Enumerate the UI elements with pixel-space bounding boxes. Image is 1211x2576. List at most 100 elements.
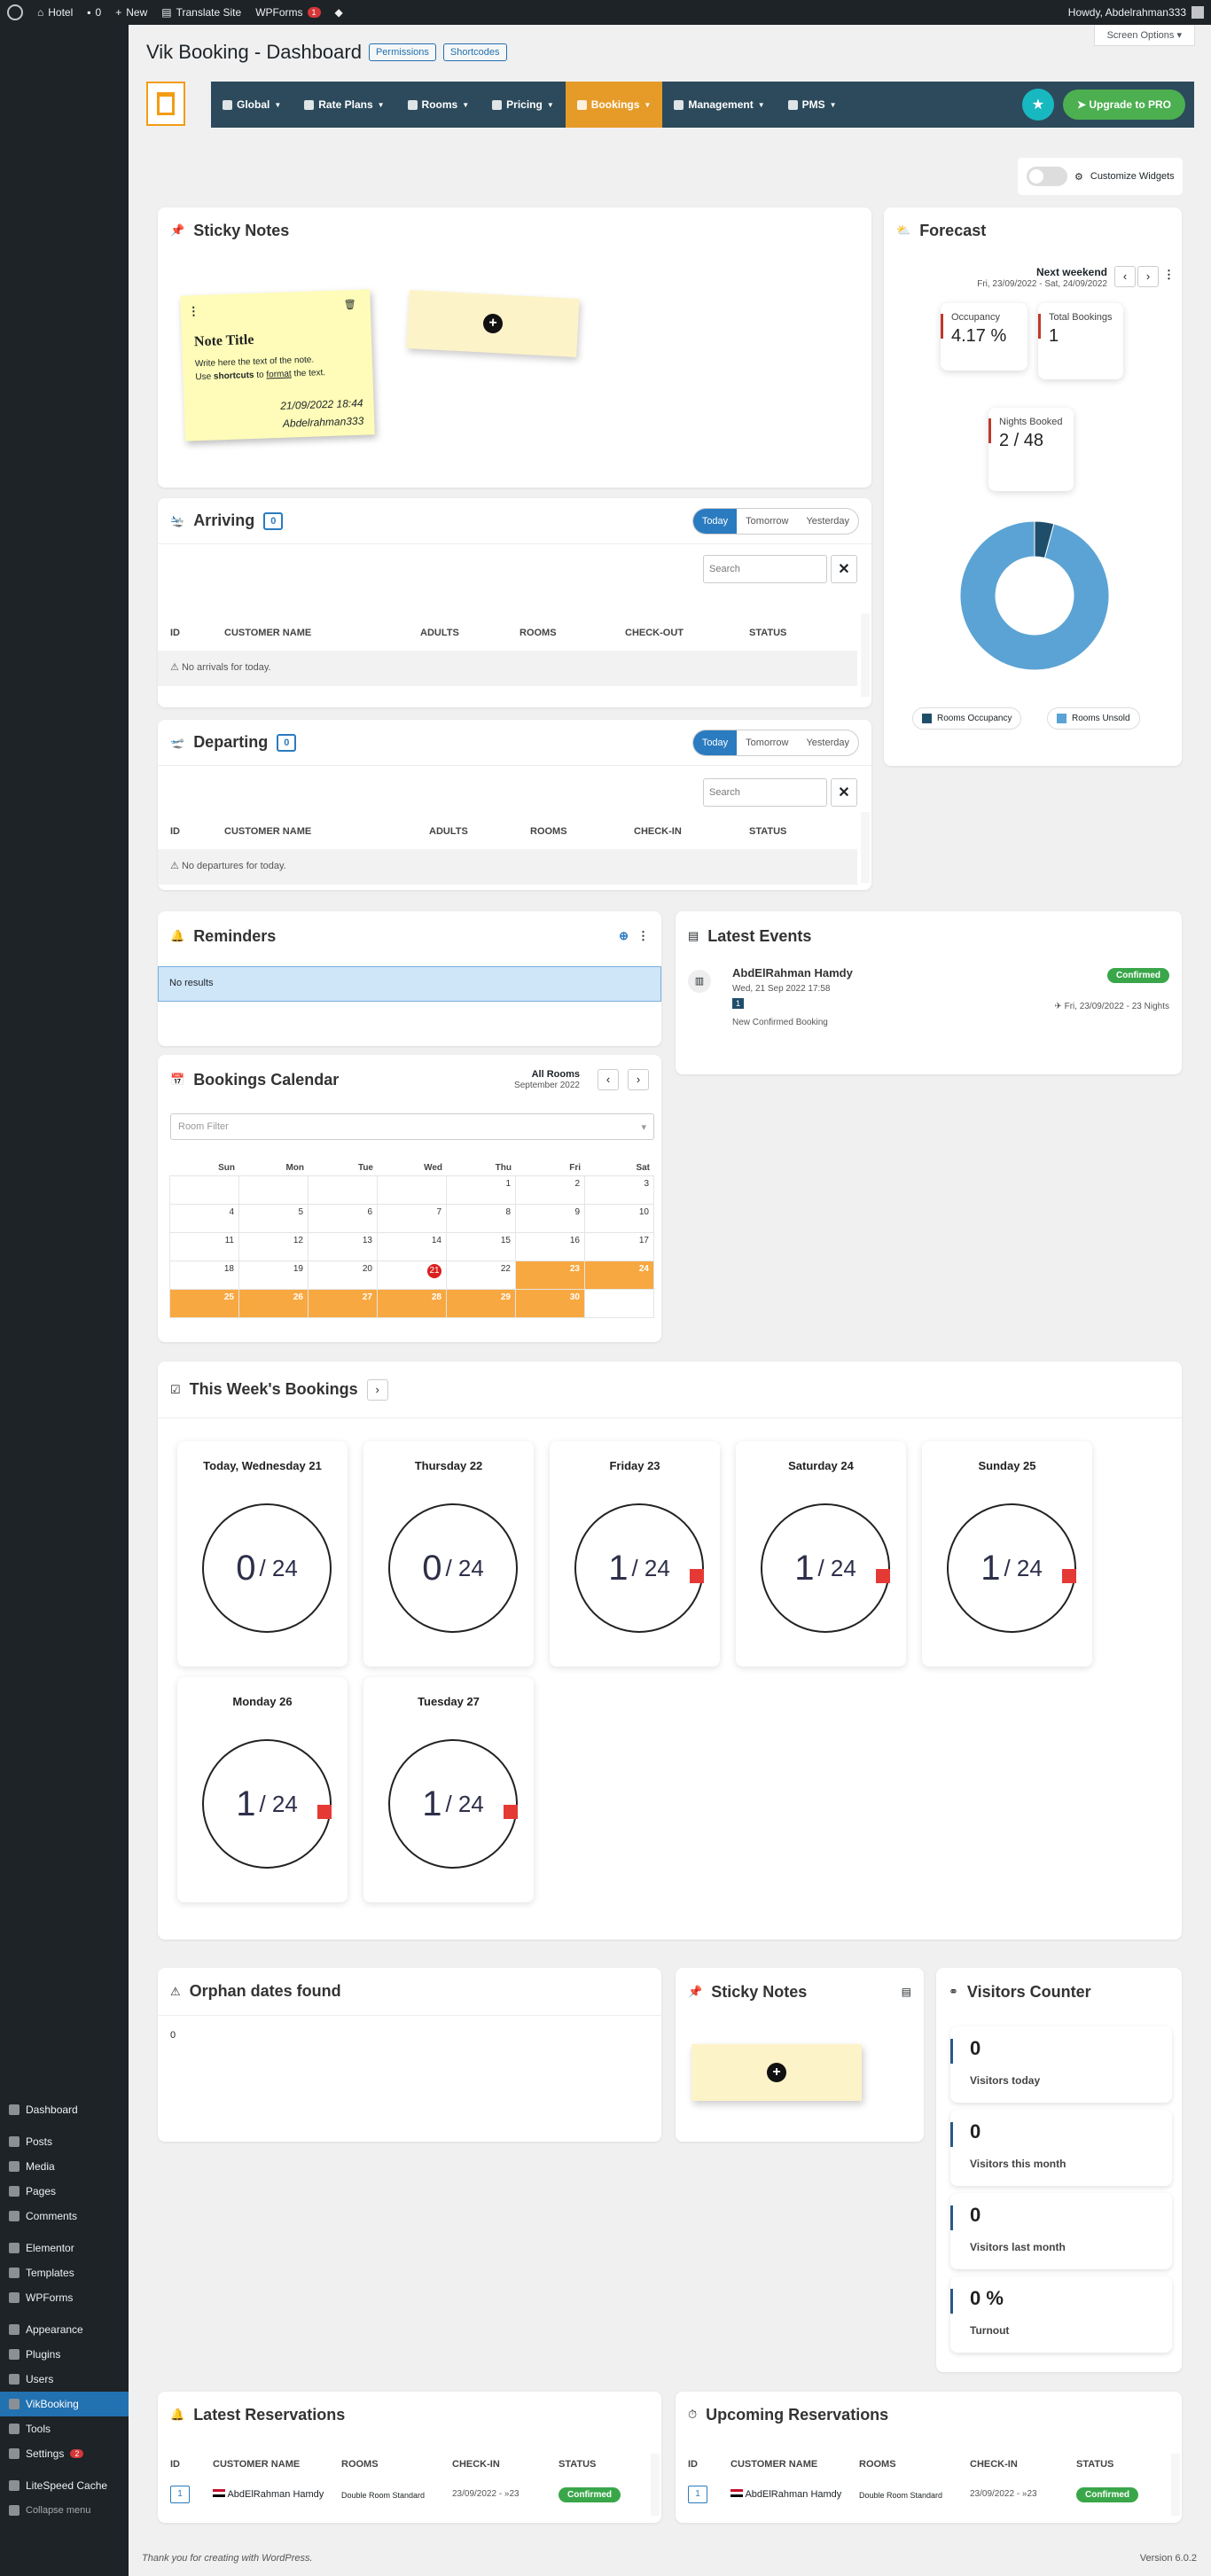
more-options-icon[interactable]: ⋮ bbox=[637, 929, 649, 942]
calendar-day[interactable]: 22 bbox=[446, 1261, 516, 1290]
calendar-day[interactable]: 16 bbox=[515, 1232, 585, 1261]
legend-rooms-unsold[interactable]: Rooms Unsold bbox=[1047, 707, 1140, 730]
arrivals-search-input[interactable]: Search bbox=[703, 555, 827, 583]
day-booking-card[interactable]: Monday 26 1/ 24 bbox=[177, 1677, 348, 1902]
calendar-empty-cell[interactable] bbox=[169, 1175, 239, 1205]
calendar-empty-cell[interactable] bbox=[377, 1175, 447, 1205]
chevron-right-icon[interactable]: › bbox=[628, 1069, 649, 1090]
screen-options-button[interactable]: Screen Options ▾ bbox=[1093, 25, 1195, 46]
calendar-day[interactable]: 9 bbox=[515, 1204, 585, 1233]
sidebar-item-posts[interactable]: Posts bbox=[0, 2129, 129, 2154]
calendar-day[interactable]: 19 bbox=[238, 1261, 309, 1290]
sidebar-item-tools[interactable]: Tools bbox=[0, 2416, 129, 2441]
sidebar-item-users[interactable]: Users bbox=[0, 2367, 129, 2392]
tab-today[interactable]: Today bbox=[692, 730, 738, 755]
calendar-day[interactable]: 27 bbox=[308, 1289, 378, 1318]
calendar-day[interactable]: 21 bbox=[377, 1261, 447, 1290]
sidebar-item-wpforms[interactable]: WPForms bbox=[0, 2285, 129, 2310]
scrollbar[interactable] bbox=[651, 2454, 660, 2516]
event-booking-id[interactable]: 1 bbox=[732, 998, 745, 1009]
departures-search-input[interactable]: Search bbox=[703, 778, 827, 807]
tab-yesterday[interactable]: Yesterday bbox=[806, 737, 849, 748]
note-body[interactable]: Write here the text of the note. Use sho… bbox=[194, 355, 326, 383]
sticky-note[interactable]: ⋮ 🗑 Note Title Write here the text of th… bbox=[180, 289, 375, 441]
nav-rate-plans[interactable]: Rate Plans ▼ bbox=[293, 82, 395, 128]
sidebar-item-appearance[interactable]: Appearance bbox=[0, 2317, 129, 2342]
scrollbar[interactable] bbox=[861, 812, 870, 883]
calendar-day[interactable]: 11 bbox=[169, 1232, 239, 1261]
calendar-empty-cell[interactable] bbox=[238, 1175, 309, 1205]
diamond-icon[interactable]: ◆ bbox=[334, 6, 343, 19]
comments-link[interactable]: ▪ 0 bbox=[87, 6, 102, 19]
chevron-right-icon[interactable]: › bbox=[1137, 266, 1159, 287]
calendar-day[interactable]: 5 bbox=[238, 1204, 309, 1233]
scrollbar[interactable] bbox=[861, 613, 870, 697]
day-booking-card[interactable]: Sunday 25 1/ 24 bbox=[922, 1441, 1092, 1667]
close-icon[interactable]: ✕ bbox=[831, 555, 857, 583]
day-booking-card[interactable]: Saturday 24 1/ 24 bbox=[736, 1441, 906, 1667]
day-booking-card[interactable]: Thursday 22 0/ 24 bbox=[363, 1441, 534, 1667]
add-reminder-icon[interactable]: ⊕ bbox=[619, 929, 629, 942]
sidebar-item-collapse-menu[interactable]: Collapse menu bbox=[0, 2498, 129, 2523]
calendar-day[interactable]: 10 bbox=[584, 1204, 654, 1233]
tab-today[interactable]: Today bbox=[692, 508, 738, 534]
calendar-day[interactable]: 24 bbox=[584, 1261, 654, 1290]
tab-tomorrow[interactable]: Tomorrow bbox=[746, 737, 789, 748]
new-content-link[interactable]: + New bbox=[115, 6, 148, 19]
sidebar-item-dashboard[interactable]: Dashboard bbox=[0, 2097, 129, 2122]
more-options-icon[interactable]: ⋮ bbox=[1163, 268, 1175, 281]
nav-global[interactable]: Global ▼ bbox=[211, 82, 293, 128]
toggle-switch[interactable] bbox=[1027, 167, 1067, 186]
tab-tomorrow[interactable]: Tomorrow bbox=[746, 515, 789, 527]
calendar-day[interactable]: 6 bbox=[308, 1204, 378, 1233]
calendar-day[interactable]: 12 bbox=[238, 1232, 309, 1261]
nav-pms[interactable]: PMS ▼ bbox=[777, 82, 848, 128]
legend-rooms-occupancy[interactable]: Rooms Occupancy bbox=[912, 707, 1022, 730]
scrollbar[interactable] bbox=[1171, 2454, 1180, 2516]
calendar-empty-cell[interactable] bbox=[584, 1289, 654, 1318]
sidebar-item-vikbooking[interactable]: VikBooking bbox=[0, 2392, 129, 2416]
upgrade-pro-button[interactable]: ➤ Upgrade to PRO bbox=[1062, 90, 1185, 120]
calendar-day[interactable]: 13 bbox=[308, 1232, 378, 1261]
sidebar-item-templates[interactable]: Templates bbox=[0, 2260, 129, 2285]
shortcodes-button[interactable]: Shortcodes bbox=[442, 43, 507, 61]
sidebar-item-pages[interactable]: Pages bbox=[0, 2179, 129, 2204]
sidebar-item-media[interactable]: Media bbox=[0, 2154, 129, 2179]
nav-bookings[interactable]: Bookings ▼ bbox=[565, 82, 663, 128]
tab-yesterday[interactable]: Yesterday bbox=[806, 515, 849, 527]
nav-management[interactable]: Management ▼ bbox=[662, 82, 776, 128]
permissions-button[interactable]: Permissions bbox=[368, 43, 436, 61]
chevron-left-icon[interactable]: ‹ bbox=[1114, 266, 1136, 287]
sidebar-item-comments[interactable]: Comments bbox=[0, 2204, 129, 2229]
add-note-button[interactable]: + bbox=[406, 290, 580, 357]
sidebar-item-settings[interactable]: Settings 2 bbox=[0, 2441, 129, 2466]
day-booking-card[interactable]: Friday 23 1/ 24 bbox=[550, 1441, 720, 1667]
room-filter-select[interactable]: Room Filter ▾ bbox=[170, 1113, 654, 1140]
calendar-day[interactable]: 23 bbox=[515, 1261, 585, 1290]
calendar-day[interactable]: 26 bbox=[238, 1289, 309, 1318]
reservation-id-link[interactable]: 1 bbox=[688, 2486, 707, 2503]
close-icon[interactable]: ✕ bbox=[831, 778, 857, 807]
calendar-day[interactable]: 3 bbox=[584, 1175, 654, 1205]
calendar-day[interactable]: 20 bbox=[308, 1261, 378, 1290]
calendar-day[interactable]: 25 bbox=[169, 1289, 239, 1318]
calendar-day[interactable]: 18 bbox=[169, 1261, 239, 1290]
calendar-empty-cell[interactable] bbox=[308, 1175, 378, 1205]
add-note-button[interactable]: + bbox=[691, 2044, 862, 2101]
user-account-menu[interactable]: Howdy, Abdelrahman333 bbox=[1068, 6, 1204, 19]
wpforms-link[interactable]: WPForms 1 bbox=[255, 6, 321, 19]
vikbooking-logo-icon[interactable] bbox=[146, 82, 185, 126]
sidebar-item-litespeed-cache[interactable]: LiteSpeed Cache bbox=[0, 2473, 129, 2498]
calendar-day[interactable]: 29 bbox=[446, 1289, 516, 1318]
site-name-link[interactable]: ⌂ Hotel bbox=[37, 6, 74, 19]
calendar-day[interactable]: 4 bbox=[169, 1204, 239, 1233]
notes-list-icon[interactable]: ▤ bbox=[901, 1986, 911, 1998]
star-icon[interactable]: ★ bbox=[1021, 89, 1054, 121]
calendar-day[interactable]: 14 bbox=[377, 1232, 447, 1261]
calendar-day[interactable]: 17 bbox=[584, 1232, 654, 1261]
calendar-day[interactable]: 1 bbox=[446, 1175, 516, 1205]
day-booking-card[interactable]: Today, Wednesday 21 0/ 24 bbox=[177, 1441, 348, 1667]
customize-widgets-toggle[interactable]: ⚙ Customize Widgets bbox=[1018, 158, 1183, 195]
chevron-right-icon[interactable]: › bbox=[366, 1378, 388, 1401]
reservation-id-link[interactable]: 1 bbox=[170, 2486, 190, 2503]
